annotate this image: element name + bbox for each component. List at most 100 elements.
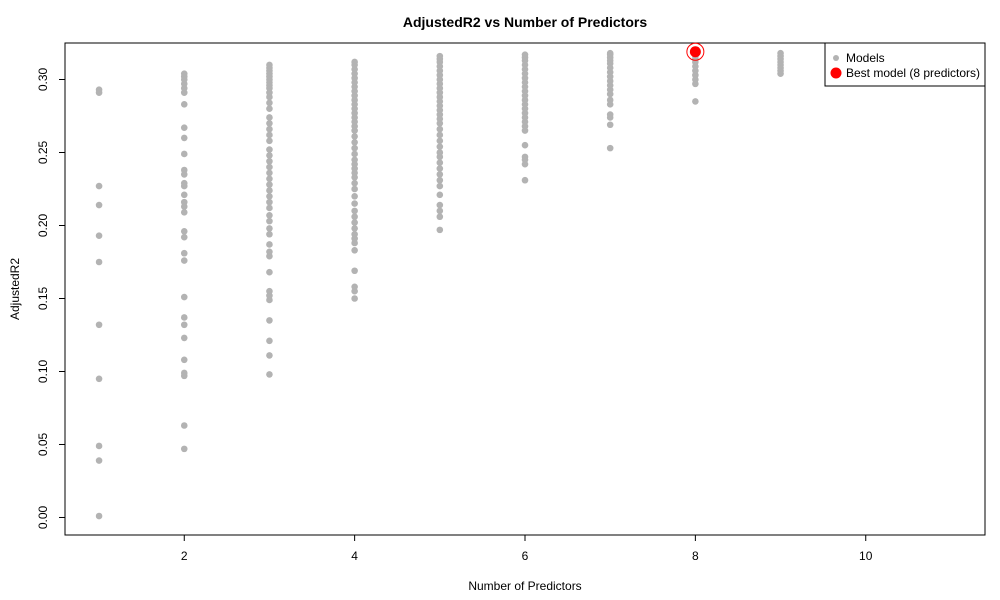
best-model-point bbox=[689, 46, 701, 58]
data-point bbox=[266, 371, 273, 378]
data-point bbox=[180, 150, 188, 158]
data-point bbox=[521, 153, 529, 161]
data-point bbox=[436, 176, 444, 184]
data-point bbox=[351, 156, 358, 164]
data-point bbox=[266, 119, 273, 127]
data-point bbox=[351, 213, 358, 221]
data-points bbox=[95, 42, 784, 520]
data-point bbox=[95, 512, 103, 520]
y-tick-label: 0.10 bbox=[36, 359, 50, 383]
data-point bbox=[180, 166, 188, 174]
legend: Models Best model (8 predictors) bbox=[824, 42, 986, 87]
data-point bbox=[266, 225, 273, 232]
data-point bbox=[436, 52, 444, 60]
data-point bbox=[436, 207, 444, 215]
data-point bbox=[266, 137, 273, 145]
data-point bbox=[266, 152, 273, 159]
data-point bbox=[436, 182, 444, 190]
data-point bbox=[351, 185, 358, 193]
data-point bbox=[351, 192, 358, 200]
data-point bbox=[266, 211, 273, 219]
legend-marker-best-model bbox=[830, 67, 842, 79]
data-point bbox=[95, 182, 103, 190]
data-point bbox=[180, 209, 188, 216]
x-tick-label: 10 bbox=[859, 549, 873, 563]
data-point bbox=[266, 198, 273, 206]
data-point bbox=[436, 201, 444, 209]
data-point bbox=[606, 49, 614, 57]
legend-marker-models bbox=[833, 55, 839, 61]
data-point bbox=[95, 321, 103, 329]
data-point bbox=[180, 249, 188, 257]
data-point bbox=[180, 293, 188, 301]
data-point bbox=[351, 144, 358, 152]
data-point bbox=[351, 150, 358, 158]
data-point bbox=[436, 131, 444, 139]
data-point bbox=[95, 86, 103, 94]
data-point bbox=[436, 191, 444, 199]
data-point bbox=[266, 352, 273, 359]
x-tick-label: 8 bbox=[692, 549, 699, 563]
data-point bbox=[180, 134, 188, 142]
data-point bbox=[266, 241, 273, 248]
data-point bbox=[266, 248, 273, 256]
data-point bbox=[436, 159, 444, 167]
legend-label-models: Models bbox=[846, 51, 885, 65]
data-point bbox=[266, 287, 273, 295]
data-point bbox=[266, 175, 273, 183]
data-point bbox=[266, 204, 273, 212]
data-point bbox=[351, 295, 358, 302]
data-point bbox=[180, 334, 188, 342]
data-point bbox=[351, 58, 358, 66]
data-point bbox=[606, 144, 614, 152]
data-point bbox=[266, 192, 273, 200]
data-point bbox=[351, 200, 358, 207]
chart-title: AdjustedR2 vs Number of Predictors bbox=[403, 14, 647, 30]
data-point bbox=[266, 131, 273, 139]
legend-box bbox=[824, 42, 986, 87]
data-point bbox=[266, 187, 273, 194]
data-point bbox=[180, 124, 188, 131]
data-point bbox=[351, 219, 358, 226]
x-tick-label: 6 bbox=[522, 549, 529, 563]
data-point bbox=[266, 317, 273, 324]
y-tick-label: 0.25 bbox=[36, 140, 50, 164]
data-point bbox=[180, 198, 188, 206]
data-point bbox=[436, 171, 444, 178]
data-point bbox=[180, 228, 188, 235]
data-point bbox=[351, 230, 358, 238]
data-point bbox=[266, 268, 273, 276]
y-tick-label: 0.20 bbox=[36, 213, 50, 237]
data-point bbox=[180, 321, 188, 329]
data-point bbox=[180, 257, 188, 264]
data-point bbox=[266, 114, 273, 121]
data-point bbox=[351, 207, 358, 215]
data-point bbox=[180, 314, 188, 321]
data-point bbox=[606, 111, 614, 118]
data-point bbox=[180, 422, 188, 429]
data-point bbox=[351, 225, 358, 232]
data-point bbox=[266, 217, 273, 225]
data-point bbox=[351, 179, 358, 187]
data-point bbox=[266, 169, 273, 177]
data-point bbox=[266, 146, 273, 153]
data-point bbox=[436, 165, 444, 172]
data-point bbox=[180, 191, 188, 199]
data-point bbox=[436, 226, 444, 234]
x-tick-label: 2 bbox=[181, 549, 188, 563]
data-point bbox=[95, 457, 103, 464]
x-axis: 2 4 6 8 10 bbox=[181, 535, 873, 563]
data-point bbox=[436, 137, 444, 145]
x-axis-label: Number of Predictors bbox=[468, 579, 581, 593]
best-model-ring bbox=[686, 42, 705, 61]
data-point bbox=[180, 70, 188, 77]
data-point bbox=[521, 51, 529, 58]
data-point bbox=[266, 125, 273, 133]
data-point bbox=[180, 233, 188, 241]
data-point bbox=[266, 61, 273, 69]
data-point bbox=[266, 230, 273, 238]
data-point bbox=[436, 143, 444, 150]
data-point bbox=[180, 369, 188, 377]
data-point bbox=[436, 149, 444, 156]
